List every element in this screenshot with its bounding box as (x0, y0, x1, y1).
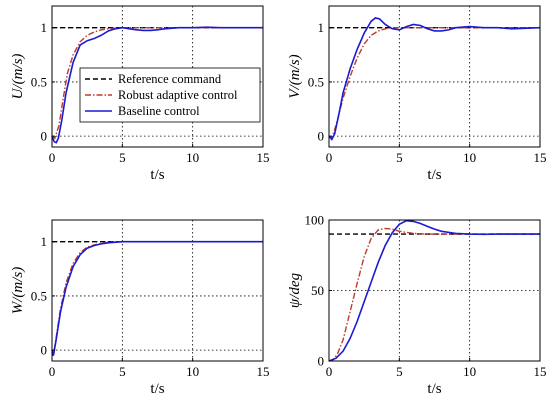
series-baseline-line (51, 26, 263, 144)
x-tick-label: 5 (396, 150, 403, 165)
y-tick-label: 50 (311, 283, 324, 298)
series-baseline-line (328, 219, 540, 362)
x-tick-label: 5 (119, 364, 126, 379)
y-tick-label: 1 (41, 20, 48, 35)
x-axis-label: t/s (150, 167, 164, 183)
axes-frame (51, 219, 264, 362)
series-baseline-line (51, 240, 263, 356)
axes-frame (51, 5, 264, 148)
y-tick-label: 0 (318, 129, 325, 144)
y-axis-label: U/(m/s) (10, 54, 26, 100)
series-robust-line (328, 26, 540, 140)
y-axis-label: ψ/deg (287, 272, 303, 308)
panel-1: 0 5 10 15 0 0.5 1 t/s U/(m/s) Reference command Ro… (10, 5, 270, 183)
y-tick-label: 0.5 (31, 74, 47, 89)
x-tick-label: 5 (396, 364, 403, 379)
legend: Reference command Robust adaptive control… (79, 67, 261, 123)
x-tick-label: 0 (49, 150, 56, 165)
legend-label-baseline: Baseline control (118, 104, 200, 118)
legend-label-reference: Reference command (118, 72, 222, 86)
x-tick-label: 10 (186, 364, 199, 379)
y-tick-label: 0 (41, 343, 48, 358)
y-tick-label: 1 (318, 20, 325, 35)
series-baseline-line (328, 17, 541, 141)
x-tick-label: 15 (534, 150, 547, 165)
x-axis-label: t/s (427, 167, 441, 183)
x-tick-label: 0 (49, 364, 56, 379)
axes-frame (328, 5, 541, 148)
x-tick-label: 10 (463, 364, 476, 379)
legend-label-robust: Robust adaptive control (118, 88, 238, 102)
series-robust-line (328, 227, 540, 362)
x-tick-label: 15 (534, 364, 547, 379)
series-robust-line (51, 240, 263, 356)
series-robust-line (51, 26, 263, 140)
y-axis-label: V/(m/s) (287, 54, 303, 98)
y-tick-label: 0 (41, 129, 48, 144)
x-tick-label: 5 (119, 150, 126, 165)
x-tick-label: 0 (326, 150, 333, 165)
x-axis-label: t/s (427, 381, 441, 397)
panel-4: 0 5 10 15 0 50 100 t/s ψ/deg (287, 213, 547, 398)
y-tick-label: 0 (318, 354, 325, 369)
x-axis-label: t/s (150, 381, 164, 397)
x-tick-label: 0 (326, 364, 333, 379)
x-tick-label: 15 (257, 364, 270, 379)
panel-2: 0 5 10 15 0 0.5 1 t/s V/(m/s) (287, 5, 547, 183)
x-tick-label: 10 (186, 150, 199, 165)
y-tick-label: 1 (41, 234, 48, 249)
y-tick-label: 100 (305, 213, 325, 228)
x-tick-label: 10 (463, 150, 476, 165)
panel-3: 0 5 10 15 0 0.5 1 t/s W/(m/s) (10, 219, 270, 397)
y-tick-label: 0.5 (308, 74, 324, 89)
y-axis-label: W/(m/s) (10, 267, 26, 315)
y-tick-label: 0.5 (31, 288, 47, 303)
x-tick-label: 15 (257, 150, 270, 165)
